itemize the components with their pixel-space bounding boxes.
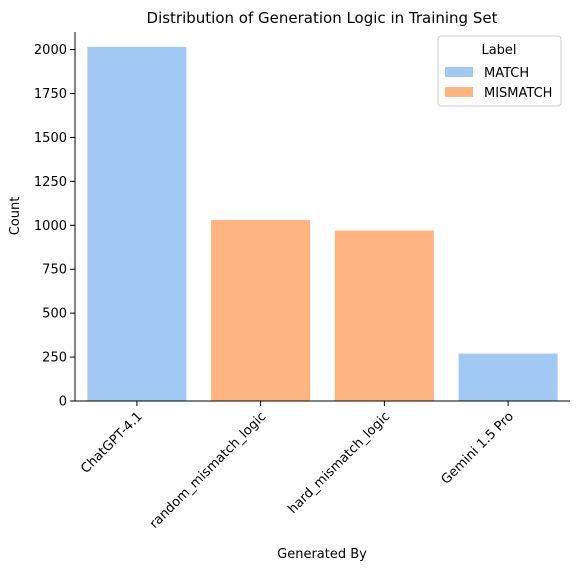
y-tick-label: 1500	[34, 131, 67, 146]
bar-hard-mismatch-logic	[334, 230, 434, 401]
y-axis-label: Count	[8, 197, 23, 236]
x-tick-label: hard_mismatch_logic	[286, 409, 394, 517]
y-tick-label: 0	[59, 395, 67, 410]
x-axis-label: Generated By	[277, 547, 367, 562]
bar-gemini-1-5-pro	[458, 353, 558, 401]
y-tick-label: 250	[42, 351, 67, 366]
bar-random-mismatch-logic	[211, 220, 311, 401]
legend-entry-mismatch: MISMATCH	[484, 86, 552, 101]
legend-swatch-match	[445, 67, 473, 77]
y-tick-label: 1000	[34, 219, 67, 234]
y-tick-label: 750	[42, 263, 67, 278]
x-tick-label: random_mismatch_logic	[147, 409, 269, 531]
x-tick-label: ChatGPT-4.1	[78, 409, 145, 476]
y-tick-label: 2000	[34, 43, 67, 58]
plot-area	[87, 46, 558, 401]
bar-chatgpt-4-1	[87, 46, 187, 401]
legend-entry-match: MATCH	[484, 66, 529, 81]
legend: Label MATCH MISMATCH	[437, 35, 562, 107]
y-tick-label: 1250	[34, 175, 67, 190]
legend-title: Label	[481, 43, 516, 58]
chart-title: Distribution of Generation Logic in Trai…	[147, 9, 498, 27]
y-axis-ticks: 0 250 500 750 1000 1250 1500 1750 2000	[34, 43, 75, 410]
x-axis-ticks: ChatGPT-4.1 random_mismatch_logic hard_mis…	[78, 401, 517, 532]
y-tick-label: 1750	[34, 87, 67, 102]
y-tick-label: 500	[42, 307, 67, 322]
x-tick-label: Gemini 1.5 Pro	[439, 409, 517, 487]
legend-swatch-mismatch	[445, 87, 473, 97]
